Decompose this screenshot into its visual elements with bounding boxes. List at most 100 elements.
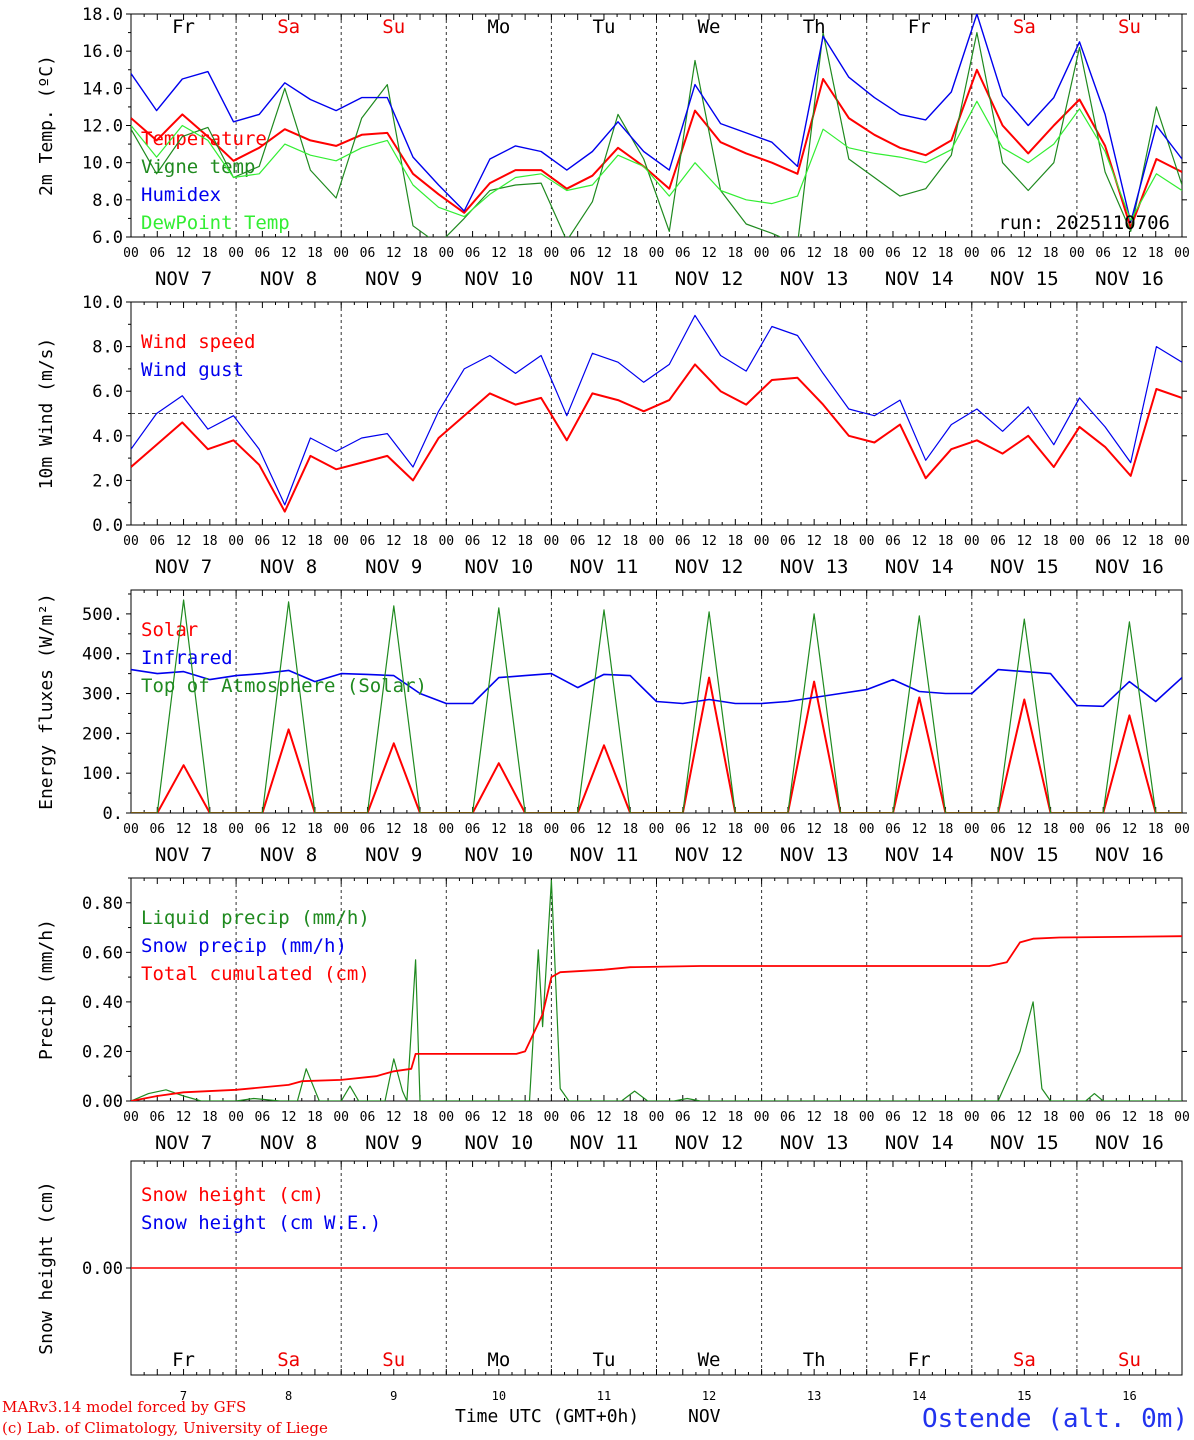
hour-tick-label: 18 (938, 1110, 954, 1125)
hour-tick-label: 00 (228, 246, 244, 261)
temp-legend-humidex: Humidex (141, 184, 221, 206)
date-label: NOV 16 (1095, 844, 1164, 866)
hour-tick-label: 18 (412, 534, 428, 549)
date-label: NOV 16 (1095, 556, 1164, 578)
hour-tick-label: 06 (780, 534, 796, 549)
station-name: Ostende (alt. 0m) (922, 1404, 1189, 1434)
hour-tick-label: 12 (911, 1110, 927, 1125)
hour-tick-label: 00 (228, 822, 244, 837)
weekday-label: Th (803, 16, 826, 38)
hour-tick-label: 00 (859, 246, 875, 261)
hour-tick-label: 06 (990, 534, 1006, 549)
wind-ytick-label: 8.0 (92, 338, 123, 358)
date-label: NOV 15 (990, 556, 1059, 578)
bottom-weekday-label: Fr (172, 1349, 195, 1371)
hour-tick-label: 06 (570, 822, 586, 837)
hour-tick-label: 00 (333, 822, 349, 837)
hour-tick-label: 00 (544, 246, 560, 261)
temp-legend-vigne-temp: Vigne temp (141, 156, 255, 178)
hour-tick-label: 06 (149, 1110, 165, 1125)
hour-tick-label: 12 (596, 246, 612, 261)
hour-tick-label: 00 (754, 822, 770, 837)
bottom-day-number: 8 (285, 1389, 292, 1403)
hour-tick-label: 06 (1095, 822, 1111, 837)
hour-tick-label: 00 (123, 534, 139, 549)
hour-tick-label: 00 (438, 246, 454, 261)
energy-legend-top-of-atmosphere-solar-: Top of Atmosphere (Solar) (141, 675, 427, 697)
hour-tick-label: 12 (281, 534, 297, 549)
wind-ytick-label: 2.0 (92, 471, 123, 491)
hour-tick-label: 18 (727, 246, 743, 261)
hour-tick-label: 00 (438, 534, 454, 549)
temp-series-humidex (131, 14, 1182, 223)
hour-tick-label: 18 (1148, 534, 1164, 549)
hour-tick-label: 00 (859, 534, 875, 549)
hour-tick-label: 12 (176, 1110, 192, 1125)
energy-ytick-label: 200. (82, 724, 123, 744)
hour-tick-label: 00 (333, 246, 349, 261)
energy-legend-infrared: Infrared (141, 647, 233, 669)
hour-tick-label: 18 (1148, 822, 1164, 837)
hour-tick-label: 12 (806, 246, 822, 261)
hour-tick-label: 12 (911, 246, 927, 261)
date-label: NOV 10 (465, 844, 534, 866)
hour-tick-label: 06 (465, 246, 481, 261)
date-label: NOV 13 (780, 844, 849, 866)
hour-tick-label: 00 (649, 534, 665, 549)
hour-tick-label: 18 (307, 1110, 323, 1125)
hour-tick-label: 00 (754, 534, 770, 549)
wind-ytick-label: 6.0 (92, 382, 123, 402)
energy-series-top-of-atmosphere-solar- (131, 599, 1182, 813)
hour-tick-label: 06 (885, 246, 901, 261)
hour-tick-label: 06 (990, 1110, 1006, 1125)
precip-legend-liquid-precip-mm-h-: Liquid precip (mm/h) (141, 907, 370, 929)
hour-tick-label: 00 (1069, 822, 1085, 837)
energy-ytick-label: 500. (82, 605, 123, 625)
hour-tick-label: 06 (780, 246, 796, 261)
hour-tick-label: 06 (360, 246, 376, 261)
energy-ytick-label: 400. (82, 645, 123, 665)
snow-legend-snow-height-cm-: Snow height (cm) (141, 1184, 324, 1206)
precip-ytick-label: 0.60 (82, 943, 123, 963)
hour-tick-label: 18 (833, 246, 849, 261)
hour-tick-label: 18 (1043, 822, 1059, 837)
temp-ytick-label: 16.0 (82, 42, 123, 62)
snow-ytick-label: 0.00 (82, 1259, 123, 1279)
hour-tick-label: 00 (1174, 534, 1190, 549)
hour-tick-label: 18 (517, 246, 533, 261)
wind-ytick-label: 10.0 (82, 293, 123, 313)
hour-tick-label: 06 (1095, 534, 1111, 549)
energy-series-solar (131, 676, 1182, 813)
date-label: NOV 9 (365, 268, 422, 290)
date-label: NOV 12 (675, 844, 744, 866)
wind-ylabel: 10m Wind (m/s) (36, 338, 57, 490)
weekday-label: We (698, 16, 721, 38)
hour-tick-label: 06 (360, 534, 376, 549)
temp-ytick-label: 6.0 (92, 228, 123, 248)
hour-tick-label: 06 (149, 822, 165, 837)
date-label: NOV 14 (885, 556, 954, 578)
date-label: NOV 8 (260, 268, 317, 290)
hour-tick-label: 12 (911, 822, 927, 837)
hour-tick-label: 06 (780, 1110, 796, 1125)
hour-tick-label: 12 (596, 534, 612, 549)
hour-tick-label: 06 (149, 534, 165, 549)
date-label: NOV 11 (570, 556, 639, 578)
hour-tick-label: 06 (885, 534, 901, 549)
weekday-label: Sa (1013, 16, 1036, 38)
hour-tick-label: 00 (438, 822, 454, 837)
date-label: NOV 10 (465, 268, 534, 290)
hour-tick-label: 18 (938, 822, 954, 837)
temp-ytick-label: 8.0 (92, 191, 123, 211)
bottom-weekday-label: Fr (908, 1349, 931, 1371)
hour-tick-label: 06 (1095, 1110, 1111, 1125)
hour-tick-label: 00 (123, 822, 139, 837)
hour-tick-label: 12 (386, 246, 402, 261)
temp-legend-temperature: Temperature (141, 128, 267, 150)
hour-tick-label: 18 (517, 534, 533, 549)
temp-series-dewpoint-temp (131, 100, 1182, 221)
date-label: NOV 15 (990, 844, 1059, 866)
hour-tick-label: 12 (1017, 1110, 1033, 1125)
hour-tick-label: 00 (649, 246, 665, 261)
hour-tick-label: 18 (622, 822, 638, 837)
